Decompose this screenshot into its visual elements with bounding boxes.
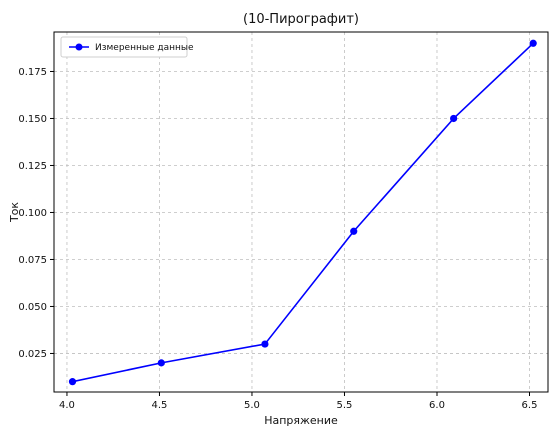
y-tick-label: 0.175 <box>18 67 47 78</box>
data-point <box>157 359 165 367</box>
series-layer <box>68 39 537 386</box>
chart-title: (10-Пирографит) <box>243 12 359 27</box>
grid-layer <box>54 32 548 392</box>
x-tick-label: 5.0 <box>244 400 260 411</box>
series-line <box>71 42 535 383</box>
x-tick-label: 6.0 <box>429 400 445 411</box>
data-point <box>529 39 537 47</box>
x-tick-label: 6.5 <box>522 400 538 411</box>
x-tick-label: 4.0 <box>59 400 75 411</box>
data-point <box>350 227 358 235</box>
data-point <box>450 114 458 123</box>
legend-box <box>60 36 188 58</box>
y-tick-label: 0.075 <box>18 255 47 266</box>
axis-layer: 4.0 4.5 5.0 5.5 6.0 6.5 0.025 0.050 0.075 0.100 0.… <box>18 67 537 411</box>
y-tick-label: 0.125 <box>18 161 47 172</box>
y-tick-label: 0.025 <box>18 349 47 360</box>
data-point <box>68 378 77 386</box>
y-axis-label: Ток <box>8 202 21 223</box>
y-tick-label: 0.100 <box>18 208 47 219</box>
legend-marker <box>75 43 83 51</box>
data-point <box>261 340 269 348</box>
x-tick-label: 4.5 <box>152 400 168 411</box>
legend-label: Измеренные данные <box>95 43 194 53</box>
plot-area: 4.0 4.5 5.0 5.5 6.0 6.5 0.025 0.050 0.075 0.100 0.… <box>18 31 549 411</box>
y-tick-label: 0.050 <box>18 302 47 313</box>
x-tick-label: 5.5 <box>337 400 353 411</box>
x-axis-label: Напряжение <box>264 414 338 427</box>
legend: Измеренные данные <box>60 36 194 58</box>
y-tick-label: 0.150 <box>18 114 47 125</box>
